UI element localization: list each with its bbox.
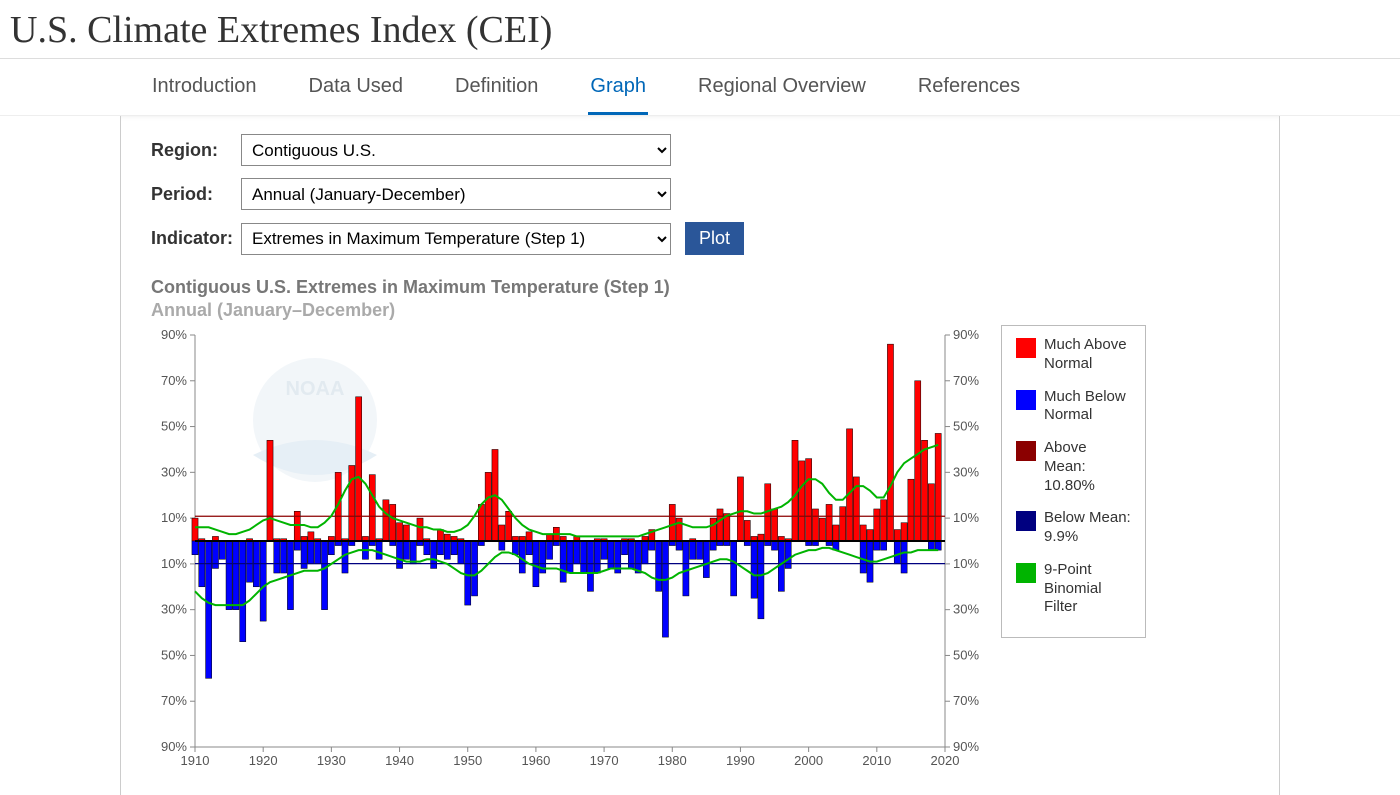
tab-bar: Introduction Data Used Definition Graph Regi… <box>0 59 1400 116</box>
svg-text:70%: 70% <box>953 693 979 708</box>
svg-text:90%: 90% <box>953 739 979 754</box>
svg-text:50%: 50% <box>161 647 187 662</box>
legend-item: Much Above Normal <box>1016 336 1131 374</box>
indicator-label: Indicator: <box>151 228 241 249</box>
region-select[interactable]: Contiguous U.S. <box>241 134 671 166</box>
svg-text:1960: 1960 <box>521 753 550 768</box>
svg-text:10%: 10% <box>953 510 979 525</box>
svg-text:NOAA: NOAA <box>286 378 345 400</box>
chart-title: Contiguous U.S. Extremes in Maximum Temp… <box>151 277 1249 298</box>
svg-text:1950: 1950 <box>453 753 482 768</box>
svg-text:2010: 2010 <box>862 753 891 768</box>
legend: Much Above Normal Much Below Normal Above … <box>1001 325 1146 638</box>
svg-text:1930: 1930 <box>317 753 346 768</box>
region-label: Region: <box>151 140 241 161</box>
svg-text:90%: 90% <box>953 327 979 342</box>
svg-text:50%: 50% <box>953 647 979 662</box>
svg-text:90%: 90% <box>161 327 187 342</box>
svg-text:30%: 30% <box>953 464 979 479</box>
page-title: U.S. Climate Extremes Index (CEI) <box>0 0 1400 59</box>
legend-swatch <box>1016 390 1036 410</box>
svg-text:10%: 10% <box>953 556 979 571</box>
legend-label: 9-Point Binomial Filter <box>1044 561 1131 617</box>
svg-text:1940: 1940 <box>385 753 414 768</box>
legend-label: Below Mean: 9.9% <box>1044 509 1131 547</box>
content-panel: Region: Contiguous U.S. Period: Annual (… <box>120 116 1280 795</box>
legend-item: 9-Point Binomial Filter <box>1016 561 1131 617</box>
cei-chart: NOAA 10% 10% 10% 10% 30% 30% 30% 30% 50% 50% 50% 50%… <box>131 325 991 775</box>
tab-references[interactable]: References <box>916 71 1022 115</box>
legend-swatch <box>1016 511 1036 531</box>
period-label: Period: <box>151 184 241 205</box>
svg-text:90%: 90% <box>161 739 187 754</box>
svg-text:1970: 1970 <box>590 753 619 768</box>
legend-item: Above Mean: 10.80% <box>1016 439 1131 495</box>
svg-text:30%: 30% <box>161 464 187 479</box>
chart-subtitle: Annual (January–December) <box>151 300 1249 321</box>
svg-text:10%: 10% <box>161 556 187 571</box>
tab-definition[interactable]: Definition <box>453 71 540 115</box>
svg-text:10%: 10% <box>161 510 187 525</box>
legend-item: Much Below Normal <box>1016 388 1131 426</box>
svg-text:1980: 1980 <box>658 753 687 768</box>
legend-item: Below Mean: 9.9% <box>1016 509 1131 547</box>
svg-text:1910: 1910 <box>181 753 210 768</box>
period-select[interactable]: Annual (January-December) <box>241 178 671 210</box>
svg-text:50%: 50% <box>953 419 979 434</box>
svg-text:30%: 30% <box>953 602 979 617</box>
svg-text:50%: 50% <box>161 419 187 434</box>
tab-introduction[interactable]: Introduction <box>150 71 259 115</box>
plot-button[interactable]: Plot <box>685 222 744 255</box>
svg-text:30%: 30% <box>161 602 187 617</box>
svg-text:1990: 1990 <box>726 753 755 768</box>
legend-label: Much Above Normal <box>1044 336 1131 374</box>
tab-graph[interactable]: Graph <box>588 71 648 115</box>
controls: Region: Contiguous U.S. Period: Annual (… <box>121 134 1279 255</box>
svg-text:70%: 70% <box>161 373 187 388</box>
svg-text:2000: 2000 <box>794 753 823 768</box>
legend-label: Above Mean: 10.80% <box>1044 439 1131 495</box>
svg-text:2020: 2020 <box>931 753 960 768</box>
svg-text:70%: 70% <box>161 693 187 708</box>
svg-text:1920: 1920 <box>249 753 278 768</box>
legend-swatch <box>1016 441 1036 461</box>
svg-text:70%: 70% <box>953 373 979 388</box>
legend-swatch <box>1016 338 1036 358</box>
indicator-select[interactable]: Extremes in Maximum Temperature (Step 1) <box>241 223 671 255</box>
tab-data-used[interactable]: Data Used <box>307 71 406 115</box>
tab-regional-overview[interactable]: Regional Overview <box>696 71 868 115</box>
legend-swatch <box>1016 563 1036 583</box>
legend-label: Much Below Normal <box>1044 388 1131 426</box>
